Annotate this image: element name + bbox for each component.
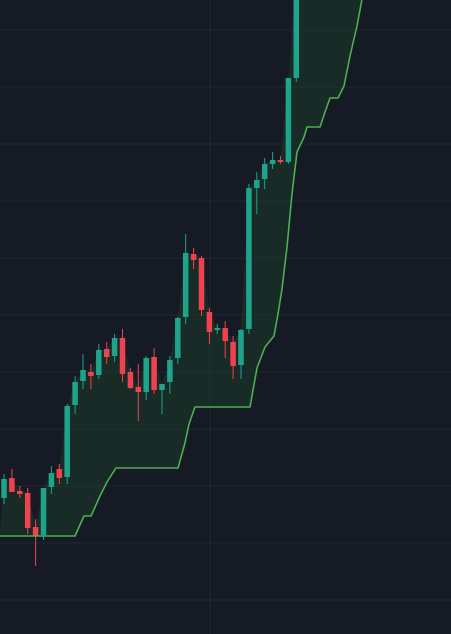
- candle-up: [40, 488, 47, 535]
- candle-down: [17, 491, 23, 494]
- candle-down: [24, 493, 31, 528]
- candle-up: [269, 160, 276, 164]
- candle-up: [261, 164, 268, 179]
- candle-down: [88, 372, 94, 376]
- candle-up: [72, 382, 78, 405]
- candle-down: [119, 338, 126, 374]
- candle-up: [167, 360, 173, 382]
- candle-up: [111, 338, 118, 356]
- candle-up: [48, 473, 55, 487]
- candle-up: [214, 328, 221, 330]
- candle-down: [56, 469, 63, 478]
- candle-up: [285, 78, 292, 162]
- candle-down: [151, 357, 157, 390]
- candle-down: [103, 349, 110, 357]
- candle-up: [246, 188, 252, 329]
- candle-up: [143, 358, 149, 392]
- candlestick-series: [1, 0, 300, 566]
- indicator-band-fill: [0, 0, 362, 536]
- candle-down: [190, 254, 197, 260]
- candle-up: [293, 0, 300, 78]
- candle-up: [254, 180, 260, 188]
- candle-down: [135, 387, 142, 392]
- candle-up: [96, 350, 102, 375]
- candle-up: [238, 330, 244, 365]
- candle-down: [198, 258, 205, 310]
- candle-down: [277, 160, 284, 162]
- candle-up: [159, 384, 165, 390]
- candle-up: [64, 406, 70, 477]
- candle-down: [127, 372, 134, 388]
- candle-down: [206, 312, 213, 332]
- candle-down: [9, 478, 15, 492]
- candle-down: [222, 328, 228, 341]
- candle-down: [230, 342, 236, 366]
- candle-up: [182, 253, 189, 317]
- candle-up: [80, 370, 86, 381]
- indicator-line: [0, 0, 363, 537]
- candle-up: [175, 318, 181, 358]
- candle-down: [32, 527, 39, 536]
- candle-up: [1, 479, 7, 498]
